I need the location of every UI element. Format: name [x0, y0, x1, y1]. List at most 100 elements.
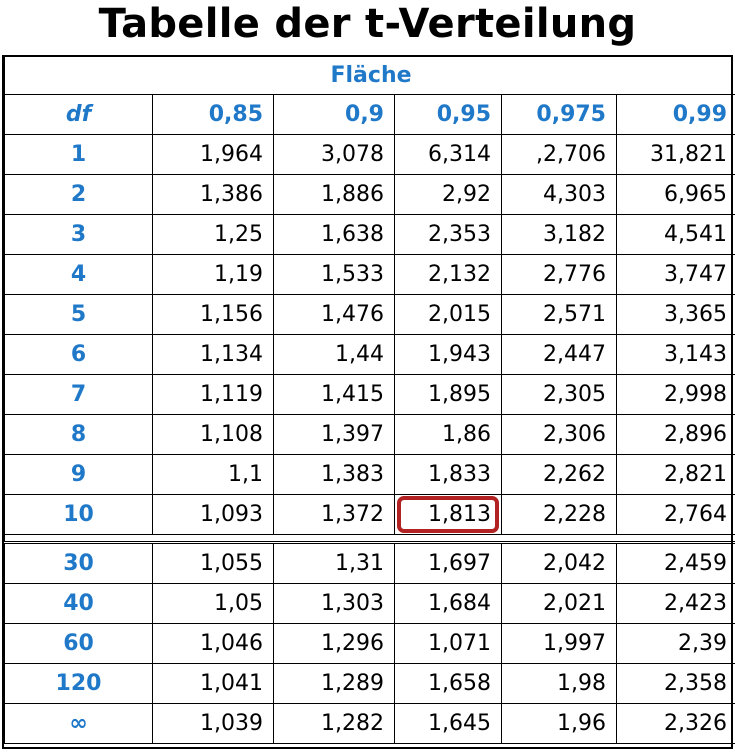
value-cell: 2,353: [394, 214, 502, 255]
table-separator: [3, 534, 735, 543]
value-cell: 1,134: [152, 334, 274, 375]
value-cell: 1,813: [394, 494, 502, 535]
value-cell: 1,25: [152, 214, 274, 255]
value-cell: 2,358: [615, 663, 735, 704]
value-cell: 1,886: [273, 174, 395, 215]
df-cell: 2: [4, 174, 153, 215]
value-cell: 4,303: [501, 174, 617, 215]
df-cell: 6: [4, 334, 153, 375]
df-cell: 3: [4, 214, 153, 255]
value-cell: 2,459: [615, 541, 735, 584]
value-cell: 2,764: [615, 494, 735, 535]
df-cell: 40: [4, 583, 153, 624]
value-cell: 2,423: [615, 583, 735, 624]
df-cell: 10: [4, 494, 153, 535]
value-cell: 2,042: [501, 541, 617, 584]
value-cell: 1,476: [273, 294, 395, 335]
value-cell: 1,533: [273, 254, 395, 295]
value-cell: 1,296: [273, 623, 395, 664]
table-row: 3 1,25 1,638 2,353 3,182 4,541: [4, 214, 735, 255]
value-cell: 1,658: [394, 663, 502, 704]
value-cell: 1,046: [152, 623, 274, 664]
value-cell: 1,86: [394, 414, 502, 455]
value-cell: 2,015: [394, 294, 502, 335]
table-row: 4 1,19 1,533 2,132 2,776 3,747: [4, 254, 735, 295]
value-cell: 2,228: [501, 494, 617, 535]
value-cell: 1,041: [152, 663, 274, 704]
page-title: Tabelle der t-Verteilung: [98, 1, 637, 47]
highlighted-value: 1,813: [428, 502, 491, 527]
df-cell: 1: [4, 134, 153, 175]
column-header: 0,99: [615, 94, 735, 135]
table-body: Fläche df 0,85 0,9 0,95 0,975 0,99 1 1,96…: [3, 57, 735, 744]
table-row: 2 1,386 1,886 2,92 4,303 6,965: [4, 174, 735, 215]
column-header-row: df 0,85 0,9 0,95 0,975 0,99: [4, 94, 735, 135]
value-cell: 1,19: [152, 254, 274, 295]
value-cell: 3,182: [501, 214, 617, 255]
df-cell: 4: [4, 254, 153, 295]
df-cell: 120: [4, 663, 153, 704]
t-distribution-table: Fläche df 0,85 0,9 0,95 0,975 0,99 1 1,96…: [3, 57, 735, 744]
df-cell: 9: [4, 454, 153, 495]
table-row: 1 1,964 3,078 6,314,2,706 31,821: [4, 134, 735, 175]
table-row: 6 1,134 1,44 1,943 2,447 3,143: [4, 334, 735, 375]
table-row: 30 1,055 1,31 1,697 2,042 2,459: [4, 541, 735, 584]
value-cell: 1,96: [501, 703, 617, 744]
table-row: 5 1,156 1,476 2,015 2,571 3,365: [4, 294, 735, 335]
column-header: 0,95: [394, 94, 502, 135]
table-row: 9 1,1 1,383 1,833 2,262 2,821: [4, 454, 735, 495]
table-row: 40 1,05 1,303 1,684 2,021 2,423: [4, 583, 735, 624]
table-row: 8 1,108 1,397 1,86 2,306 2,896: [4, 414, 735, 455]
table-row: 120 1,041 1,289 1,658 1,98 2,358: [4, 663, 735, 704]
value-cell: 1,093: [152, 494, 274, 535]
value-cell: 1,372: [273, 494, 395, 535]
value-cell: 2,896: [615, 414, 735, 455]
value-cell: 2,021: [501, 583, 617, 624]
value-cell: 1,05: [152, 583, 274, 624]
table-row: 7 1,119 1,415 1,895 2,305 2,998: [4, 374, 735, 415]
value-cell: 6,314: [394, 134, 502, 175]
t-distribution-table-container: Fläche df 0,85 0,9 0,95 0,975 0,99 1 1,96…: [2, 55, 735, 749]
value-cell: 6,965: [615, 174, 735, 215]
value-cell: 1,156: [152, 294, 274, 335]
value-cell: 1,964: [152, 134, 274, 175]
value-cell: 2,776: [501, 254, 617, 295]
separator-cell: [3, 534, 735, 543]
value-cell: 1,997: [501, 623, 617, 664]
value-cell: 1,071: [394, 623, 502, 664]
df-cell: 60: [4, 623, 153, 664]
value-cell: 3,365: [615, 294, 735, 335]
table-row: 10 1,093 1,372 1,813 2,228 2,764: [4, 494, 735, 535]
value-cell: 3,143: [615, 334, 735, 375]
value-cell: 2,39: [615, 623, 735, 664]
column-header: 0,85: [152, 94, 274, 135]
column-header: 0,9: [273, 94, 395, 135]
value-cell: 4,541: [615, 214, 735, 255]
value-cell: 1,1: [152, 454, 274, 495]
value-cell: 1,638: [273, 214, 395, 255]
area-label: Fläche: [3, 57, 735, 95]
value-cell: 3,747: [615, 254, 735, 295]
value-cell: 1,684: [394, 583, 502, 624]
value-cell: 1,895: [394, 374, 502, 415]
value-cell: 3,078: [273, 134, 395, 175]
value-cell: 1,44: [273, 334, 395, 375]
value-cell: 1,697: [394, 541, 502, 584]
value-cell: 1,833: [394, 454, 502, 495]
value-cell: 1,108: [152, 414, 274, 455]
value-cell: 1,039: [152, 703, 274, 744]
value-cell: 1,383: [273, 454, 395, 495]
value-cell: 1,282: [273, 703, 395, 744]
value-cell: 2,571: [501, 294, 617, 335]
value-cell: 1,645: [394, 703, 502, 744]
value-cell: 2,92: [394, 174, 502, 215]
value-cell: 1,415: [273, 374, 395, 415]
value-cell: 1,303: [273, 583, 395, 624]
table-row: ∞ 1,039 1,282 1,645 1,96 2,326: [4, 703, 735, 744]
table-row: 60 1,046 1,296 1,071 1,997 2,39: [4, 623, 735, 664]
value-cell: 2,305: [501, 374, 617, 415]
value-cell: 1,397: [273, 414, 395, 455]
column-header: 0,975: [501, 94, 617, 135]
value-cell: 1,119: [152, 374, 274, 415]
area-header-row: Fläche: [3, 57, 735, 95]
